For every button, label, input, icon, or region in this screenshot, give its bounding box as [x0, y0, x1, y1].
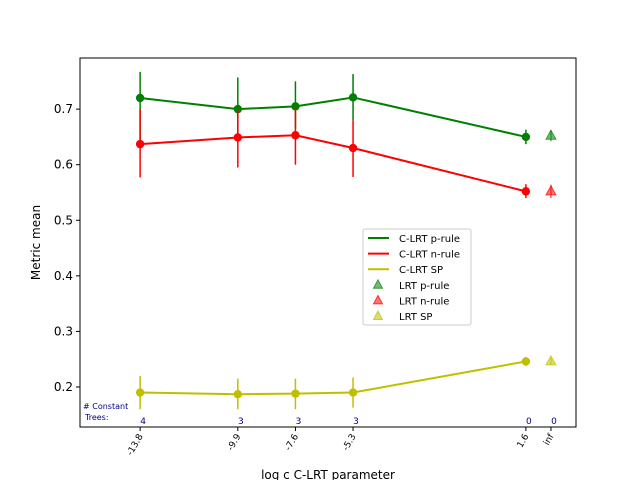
- plot-frame: [79, 57, 577, 428]
- y-tick-label: 0.6: [54, 158, 73, 172]
- x-axis-label: log c C-LRT parameter: [261, 468, 395, 480]
- series-lrt-p-rule: [545, 129, 557, 142]
- y-axis-label: Metric mean: [29, 205, 43, 280]
- data-point: [291, 389, 300, 398]
- legend-triangle-swatch: [372, 278, 384, 289]
- legend-triangle-swatch: [372, 294, 384, 305]
- constant-trees-count: 3: [296, 417, 302, 427]
- data-point: [135, 388, 145, 397]
- data-point: [233, 390, 243, 399]
- y-tick-label: 0.3: [54, 324, 73, 338]
- series-layer: [135, 71, 557, 410]
- data-point: [233, 133, 243, 142]
- y-tick-label: 0.7: [54, 102, 73, 116]
- legend-label: C-LRT p-rule: [399, 234, 460, 245]
- data-point: [348, 143, 358, 153]
- legend-box: [362, 228, 472, 326]
- annotation-layer: # Constant Trees: 4 3 3 3 0 0: [83, 402, 557, 427]
- y-tick-label: 0.4: [54, 269, 73, 283]
- series-c-lrt-n-rule: [135, 107, 531, 199]
- series-c-lrt-sp: [135, 356, 531, 410]
- legend-triangle-swatch: [372, 309, 384, 320]
- data-point: [135, 139, 145, 149]
- data-point: [291, 131, 300, 140]
- y-axis: 0.2 0.3 0.4 0.5 0.6 0.7: [54, 102, 80, 394]
- constant-trees-count: 3: [238, 417, 244, 427]
- legend-label: C-LRT n-rule: [399, 250, 460, 261]
- y-tick-label: 0.5: [54, 213, 73, 227]
- data-point: [348, 388, 358, 397]
- constant-trees-title: # Constant: [83, 402, 128, 411]
- legend: C-LRT p-rule C-LRT n-rule C-LRT SP LRT p-ru…: [362, 228, 472, 326]
- data-point-triangle: [545, 184, 557, 196]
- legend-label: LRT p-rule: [399, 281, 449, 292]
- data-point: [521, 187, 531, 196]
- data-point-triangle: [545, 129, 557, 140]
- data-point-triangle: [545, 354, 557, 366]
- data-point: [135, 93, 145, 103]
- constant-trees-count: 0: [526, 417, 532, 427]
- constant-trees-title: Trees:: [84, 413, 109, 422]
- constant-trees-count: 0: [551, 417, 557, 427]
- data-point: [291, 102, 300, 111]
- data-point: [521, 132, 531, 142]
- data-point: [521, 357, 531, 366]
- constant-trees-count: 3: [353, 417, 359, 427]
- series-lrt-n-rule: [545, 184, 557, 199]
- y-tick-label: 0.2: [54, 380, 73, 394]
- series-lrt-sp: [545, 354, 557, 366]
- legend-label: LRT SP: [399, 312, 432, 323]
- legend-label: C-LRT SP: [399, 265, 443, 276]
- legend-label: LRT n-rule: [399, 296, 449, 307]
- data-point: [348, 93, 358, 102]
- constant-trees-count: 4: [140, 417, 146, 427]
